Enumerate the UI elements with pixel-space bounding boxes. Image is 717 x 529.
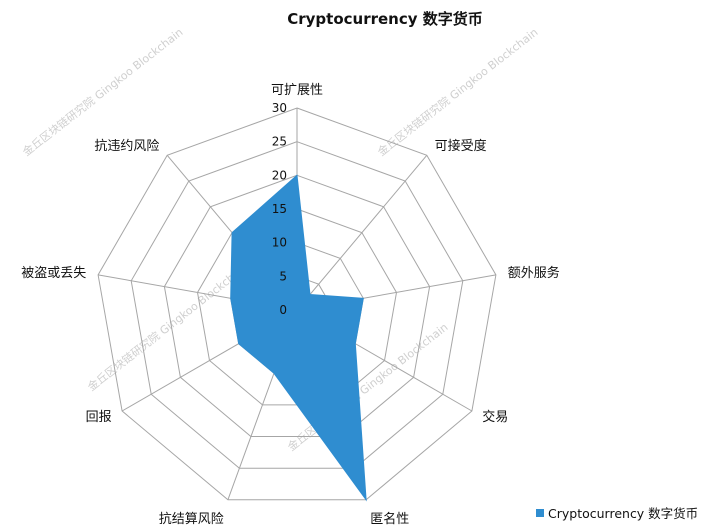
radial-tick-label: 30 — [272, 101, 287, 115]
axis-label: 被盗或丢失 — [21, 265, 86, 281]
radial-tick-label: 25 — [272, 135, 287, 149]
grid-ring — [163, 174, 431, 437]
radial-ticks: 0 5 10 15 20 25 30 — [272, 101, 287, 317]
axis-label: 额外服务 — [508, 265, 560, 281]
axis-label: 匿名性 — [370, 511, 409, 527]
axis-label: 可接受度 — [435, 138, 487, 154]
grid-ring — [130, 141, 464, 469]
axis-label: 可扩展性 — [271, 83, 323, 98]
radial-tick-label: 0 — [279, 303, 287, 317]
chart-title: Cryptocurrency 数字货币 — [287, 10, 483, 28]
axis-label: 回报 — [86, 410, 112, 425]
grid-spoke — [296, 154, 428, 311]
series-area — [230, 174, 367, 502]
legend-swatch — [536, 509, 544, 517]
radial-tick-label: 20 — [272, 168, 287, 182]
axis-label: 交易 — [482, 409, 508, 425]
radial-tick-label: 10 — [272, 236, 287, 250]
legend: Cryptocurrency 数字货币 — [536, 506, 698, 521]
axis-label: 抗违约风险 — [94, 139, 159, 154]
axis-label: 抗结算风险 — [159, 512, 224, 527]
radial-tick-label: 15 — [272, 202, 287, 216]
series-layer — [230, 174, 367, 502]
legend-label: Cryptocurrency 数字货币 — [548, 506, 698, 521]
radial-tick-label: 5 — [279, 269, 287, 283]
grid-ring — [97, 107, 497, 501]
